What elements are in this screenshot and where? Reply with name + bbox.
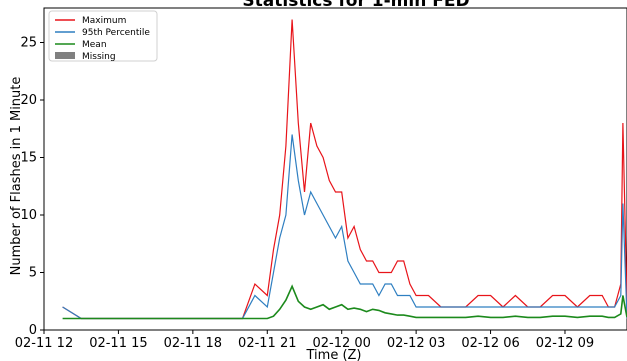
- legend-label: Maximum: [82, 16, 126, 26]
- y-tick-label: 25: [20, 36, 37, 51]
- legend: Maximum 95th Percentile Mean Missing: [48, 10, 158, 62]
- series-line-mean: [62, 284, 627, 320]
- y-tick-label: 20: [20, 93, 37, 108]
- y-tick-label: 5: [29, 266, 37, 281]
- x-tick-label: 02-11 18: [164, 336, 222, 351]
- legend-label: 95th Percentile: [82, 28, 150, 38]
- x-tick-label: 02-12 03: [387, 336, 445, 351]
- chart-title: Statistics for 1-min FED: [242, 0, 469, 11]
- legend-swatch: [55, 52, 75, 59]
- plot-area: [43, 7, 627, 331]
- y-tick-label: 10: [20, 208, 37, 223]
- x-tick-label: 02-12 06: [461, 336, 519, 351]
- axes-group: 0 5 10 15 20 25 02-11 12 02-11 15 02-11 18 02-11 …: [15, 36, 594, 352]
- x-tick-label: 02-11 15: [89, 336, 147, 351]
- x-tick-label: 02-12 00: [312, 336, 370, 351]
- x-tick-label: 02-11 12: [15, 336, 73, 351]
- series-line-maximum: [62, 19, 627, 320]
- legend-label: Mean: [82, 40, 107, 50]
- plot-frame: [43, 7, 627, 331]
- y-axis-label: Number of Flashes in 1 Minute: [9, 77, 24, 276]
- x-tick-label: 02-12 09: [536, 336, 594, 351]
- series-line-95th-percentile: [62, 134, 627, 320]
- x-axis-label: Time (Z): [306, 348, 362, 361]
- legend-label: Missing: [82, 52, 116, 62]
- y-tick-label: 15: [20, 151, 37, 166]
- legend-box: [48, 10, 158, 62]
- y-tick-label: 0: [29, 323, 37, 338]
- series-group: [62, 19, 627, 320]
- x-tick-label: 02-11 21: [238, 336, 296, 351]
